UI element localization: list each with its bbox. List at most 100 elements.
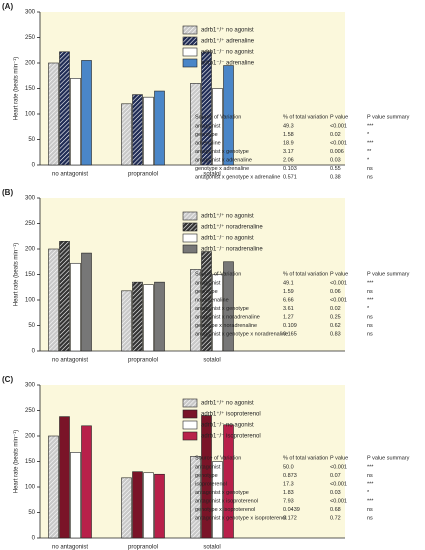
table-cell: 50.0: [283, 464, 294, 470]
y-tick-label: 100: [25, 112, 36, 118]
legend-swatch: [182, 36, 198, 46]
table-cell: 0.07: [330, 473, 341, 479]
x-tick-label: no antagonist: [52, 358, 88, 364]
table-cell: ns: [367, 507, 373, 513]
table-cell: ns: [367, 174, 373, 180]
y-axis-label: Heart rate (beats min⁻¹): [14, 243, 20, 307]
table-cell: <0.001: [330, 481, 347, 487]
table-cell: 6.66: [283, 297, 294, 303]
legend-label: adrb1⁻/⁻ noradrenaline: [201, 247, 263, 253]
bar: [143, 472, 154, 539]
table-cell: antagonist x genotype x noradrenaline: [195, 331, 288, 337]
table-cell: antagonist x genotype: [195, 149, 249, 155]
table-cell: 17.3: [283, 481, 294, 487]
bar: [223, 65, 234, 166]
table-header: P value summary: [367, 455, 410, 461]
y-tick-label: 200: [25, 61, 36, 67]
bar: [121, 103, 132, 166]
x-tick-label: propranolol: [128, 545, 158, 550]
table-cell: 0.109: [283, 323, 297, 329]
table-cell: ns: [367, 289, 373, 295]
table-cell: ***: [367, 498, 374, 504]
table-cell: antagonist: [195, 280, 221, 286]
bar: [132, 471, 143, 539]
legend-swatch: [182, 222, 198, 232]
bar: [70, 452, 81, 539]
table-cell: <0.001: [330, 297, 347, 303]
bar: [201, 415, 212, 539]
table-cell: genotype x isoproterenol: [195, 507, 255, 513]
table-cell: *: [367, 132, 370, 138]
legend-label: adrb1⁻/⁻ no agonist: [201, 50, 254, 56]
y-tick-label: 150: [25, 86, 36, 92]
table-cell: 0.873: [283, 473, 297, 479]
y-tick-label: 50: [28, 137, 35, 143]
bar: [59, 51, 70, 166]
legend-swatch: [182, 431, 198, 441]
bar: [154, 281, 165, 352]
table-cell: 0.72: [330, 515, 341, 521]
x-tick-label: sotalol: [203, 358, 220, 364]
table-header: % of total variation: [283, 114, 328, 120]
y-axis-label: Heart rate (beats min⁻¹): [14, 57, 20, 121]
legend-label: adrb1⁺/⁺ no agonist: [201, 27, 254, 34]
table-header: Source of Variation: [195, 455, 241, 461]
table-cell: 1.27: [283, 314, 294, 320]
bar: [59, 241, 70, 352]
table-cell: 0.571: [283, 174, 297, 180]
table-cell: 0.0439: [283, 507, 300, 513]
bar: [212, 88, 223, 166]
table-cell: ***: [367, 297, 374, 303]
table-cell: 0.02: [330, 306, 341, 312]
table-cell: ***: [367, 481, 374, 487]
y-tick-label: 150: [25, 272, 36, 278]
bar: [48, 248, 59, 352]
legend-label: adrb1⁻/⁻ adrenaline: [201, 61, 255, 67]
legend-swatch: [182, 58, 198, 68]
table-cell: <0.001: [330, 498, 347, 504]
table-cell: 2.06: [283, 157, 294, 163]
panel-label: (B): [2, 188, 13, 197]
table-cell: antagonist x isoproterenol: [195, 498, 258, 504]
bar: [81, 60, 92, 166]
table-cell: 7.93: [283, 498, 294, 504]
y-axis-label: Heart rate (beats min⁻¹): [14, 430, 20, 494]
table-cell: <0.001: [330, 140, 347, 146]
bar: [143, 284, 154, 352]
table-header: P value: [330, 114, 348, 120]
bar: [190, 83, 201, 166]
bar: [143, 96, 154, 166]
table-cell: 0.38: [330, 174, 341, 180]
table-cell: genotype: [195, 289, 218, 295]
table-cell: antagonist x noradrenaline: [195, 314, 260, 320]
bar: [154, 473, 165, 539]
legend-swatch: [182, 244, 198, 254]
legend-label: adrb1⁺/⁺ adrenaline: [201, 38, 255, 45]
table-cell: 0.165: [283, 331, 297, 337]
x-tick-label: sotalol: [203, 172, 220, 178]
bar: [223, 261, 234, 352]
y-tick-label: 100: [25, 485, 36, 491]
bar: [190, 456, 201, 539]
table-cell: 49.3: [283, 123, 294, 129]
table-cell: 0.03: [330, 157, 341, 163]
table-cell: antagonist x genotype: [195, 490, 249, 496]
bar: [70, 78, 81, 166]
y-tick-label: 0: [32, 349, 36, 355]
table-header: P value summary: [367, 114, 410, 120]
table-header: Source of Variation: [195, 114, 241, 120]
table-cell: antagonist: [195, 464, 221, 470]
table-cell: 0.103: [283, 166, 297, 172]
legend-label: adrb1⁺/⁺ no agonist: [201, 213, 254, 220]
table-cell: <0.001: [330, 123, 347, 129]
table-cell: 3.17: [283, 149, 294, 155]
y-tick-label: 0: [32, 163, 36, 169]
table-cell: *: [367, 157, 370, 163]
x-tick-label: propranolol: [128, 358, 158, 364]
bar: [223, 424, 234, 539]
legend-swatch: [182, 409, 198, 419]
x-tick-label: no antagonist: [52, 172, 88, 178]
legend-label: adrb1⁺/⁺ noradrenaline: [201, 224, 263, 231]
bar: [48, 62, 59, 166]
table-cell: antagonist: [195, 123, 221, 129]
